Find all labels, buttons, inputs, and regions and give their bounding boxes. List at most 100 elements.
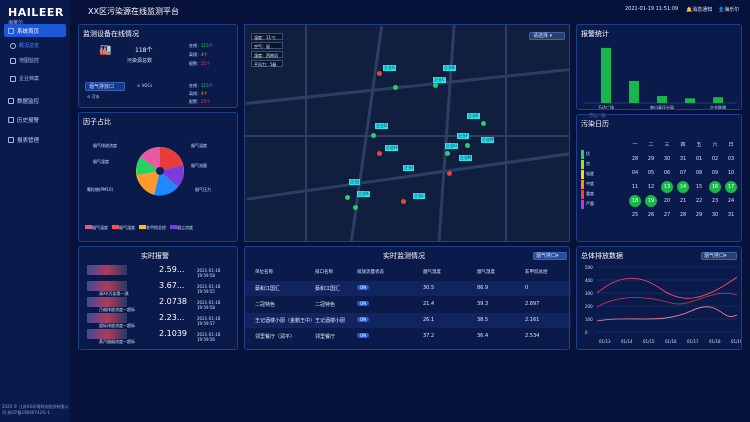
sidebar-item-report[interactable]: 报表管理: [4, 133, 66, 146]
calendar-day[interactable]: 31: [679, 156, 687, 162]
calendar-day[interactable]: 09: [711, 170, 719, 176]
map-marker-label[interactable]: 企业A: [383, 65, 396, 71]
alarm-value: 2.1039: [159, 329, 187, 338]
tab-flue-gas[interactable]: 烟气排放口: [85, 82, 125, 91]
pie-slice: [140, 146, 160, 171]
map-pin-icon[interactable]: [353, 205, 358, 210]
map-marker-label[interactable]: 企业I: [403, 165, 415, 171]
calendar-day[interactable]: 28: [631, 156, 639, 162]
calendar-day[interactable]: 18: [629, 195, 641, 207]
sidebar-item-overview[interactable]: 概况总览: [10, 40, 66, 51]
x-tick-label: 01/18: [709, 339, 721, 344]
calendar-day[interactable]: 15: [695, 184, 703, 190]
calendar-day[interactable]: 12: [647, 184, 655, 190]
calendar-day[interactable]: 08: [695, 170, 703, 176]
map-marker-label[interactable]: 企业C: [433, 77, 446, 83]
map-marker-label[interactable]: 企业E: [467, 113, 480, 119]
calendar-day[interactable]: 23: [711, 198, 719, 204]
map-marker-label[interactable]: 企业G: [445, 143, 459, 149]
calendar-day[interactable]: 26: [647, 212, 655, 218]
calendar-day[interactable]: 22: [695, 198, 703, 204]
sidebar-item-map[interactable]: 地图监控: [10, 55, 66, 66]
calendar-day[interactable]: 20: [663, 198, 671, 204]
alarm-thumb: [87, 281, 127, 291]
calendar-day[interactable]: 30: [663, 156, 671, 162]
map-marker-label[interactable]: 企业F: [457, 133, 470, 139]
alarm-thumb: [87, 329, 127, 339]
alarm-stat-panel: 报警统计 万达广场 南山高压分局 企业联通 万达广场: [576, 24, 742, 118]
map-marker-label[interactable]: 企业K: [357, 191, 370, 197]
calendar-day[interactable]: 10: [727, 170, 735, 176]
calendar-day[interactable]: 21: [679, 198, 687, 204]
tab-wastewater[interactable]: ⊙ 污水: [87, 94, 100, 99]
map-pin-icon[interactable]: [377, 71, 382, 76]
calendar-day[interactable]: 03: [727, 156, 735, 162]
calendar-day[interactable]: 25: [631, 212, 639, 218]
monitor-select[interactable]: 烟气排口▾: [533, 252, 567, 260]
alarm-bar-label: 企业联通: [710, 104, 726, 109]
map-marker-label[interactable]: 企业L: [413, 193, 426, 199]
user-icon: 👤: [718, 7, 725, 13]
notify-link[interactable]: 🔔消息通知: [686, 7, 713, 13]
map-pin-icon[interactable]: [377, 151, 382, 156]
tab-vocs[interactable]: ⊙ VOCs: [137, 83, 153, 88]
calendar-day[interactable]: 27: [663, 212, 671, 218]
map-view[interactable]: 温度：11℃ 空气：轻 湿度：西南风 平风力：5级 请选择 ▾ 企业A 企业B …: [244, 24, 570, 242]
map-pin-icon[interactable]: [445, 151, 450, 156]
x-tick-label: 01/13: [599, 339, 611, 344]
calendar-day[interactable]: 02: [711, 156, 719, 162]
sidebar-item-enterprise[interactable]: 企业档案: [10, 73, 66, 84]
map-pin-icon[interactable]: [465, 143, 470, 148]
map-pin-icon[interactable]: [433, 83, 438, 88]
emission-select[interactable]: 烟气排口▾: [701, 252, 737, 260]
calendar-day[interactable]: 30: [711, 212, 719, 218]
alarm-bar: [629, 80, 639, 103]
map-pin-icon[interactable]: [345, 195, 350, 200]
emission-chart: 500 400 300 200 100 0 01/13 01/14 01/15 01/16 01/1…: [585, 265, 741, 344]
calendar-day[interactable]: 01: [695, 156, 703, 162]
table-row[interactable]: 蔡和江国汇 蔡和江国汇 ON 30.5 86.9 0: [245, 281, 571, 296]
calendar-title: 污染日历: [581, 120, 609, 128]
map-marker-label[interactable]: 企业J: [349, 179, 361, 185]
sidebar-item-history[interactable]: 历史报警: [4, 113, 66, 126]
map-marker-label[interactable]: 企业B: [443, 65, 456, 71]
calendar-day[interactable]: 16: [709, 181, 721, 193]
calendar-day[interactable]: 31: [727, 212, 735, 218]
table-row[interactable]: 二冠特色 二冠特色 ON 21.4 39.3 2.897: [255, 301, 540, 308]
map-marker-label[interactable]: 企业N: [459, 155, 472, 161]
map-pin-icon[interactable]: [371, 133, 376, 138]
map-select[interactable]: 请选择 ▾: [529, 32, 565, 40]
weather-humidity: 湿度：西南风: [251, 51, 283, 58]
calendar-day[interactable]: 11: [631, 184, 639, 190]
calendar-weekday: 日: [728, 142, 734, 148]
map-pin-icon[interactable]: [481, 121, 486, 126]
calendar-day[interactable]: 07: [679, 170, 687, 176]
calendar-legend-item: 良: [581, 159, 594, 169]
calendar-day[interactable]: 04: [631, 170, 639, 176]
map-marker-label[interactable]: 企业M: [481, 137, 495, 143]
calendar-legend-item: 轻度: [581, 169, 594, 179]
map-pin-icon[interactable]: [393, 85, 398, 90]
map-pin-icon[interactable]: [447, 171, 452, 176]
user-menu[interactable]: 👤海乐尔: [718, 7, 740, 13]
calendar-day[interactable]: 17: [725, 181, 737, 193]
grid-icon: [8, 27, 14, 34]
calendar-day[interactable]: 28: [679, 212, 687, 218]
alarm-stat-title: 报警统计: [581, 30, 609, 38]
map-pin-icon[interactable]: [401, 199, 406, 204]
sidebar-item-home[interactable]: 系统首页: [4, 24, 66, 37]
calendar-day[interactable]: 06: [663, 170, 671, 176]
sidebar-item-data[interactable]: 数据监控: [4, 94, 66, 107]
map-marker-label[interactable]: 企业H: [385, 145, 399, 151]
calendar-day[interactable]: 14: [677, 181, 689, 193]
calendar-day[interactable]: 13: [661, 181, 673, 193]
calendar-day[interactable]: 19: [645, 195, 657, 207]
table-row[interactable]: 王记酒楼小厨（金鹏王中） 王记酒楼小厨 ON 26.1 38.5 2.161: [245, 313, 571, 328]
table-row[interactable]: 邻里餐厅（润平） 邻里餐厅 ON 37.2 36.4 2.534: [255, 333, 540, 340]
calendar-day[interactable]: 05: [647, 170, 655, 176]
calendar-day[interactable]: 29: [647, 156, 655, 162]
map-marker-label[interactable]: 企业D: [375, 123, 389, 129]
calendar-day[interactable]: 24: [727, 198, 735, 204]
calendar-legend-item: 重度: [581, 189, 594, 199]
calendar-day[interactable]: 29: [695, 212, 703, 218]
